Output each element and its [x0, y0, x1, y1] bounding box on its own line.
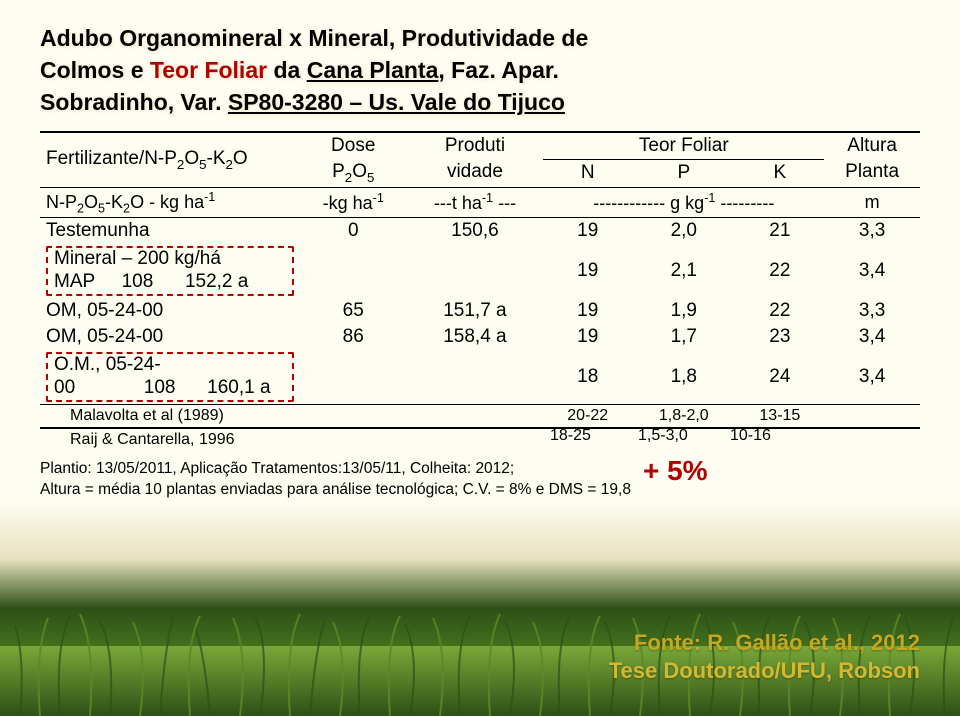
footnote-line2: Altura = média 10 plantas enviadas para …: [40, 481, 631, 498]
col-N: N: [543, 159, 632, 187]
cell: 158,4 a: [406, 324, 543, 350]
cell: 2,1: [632, 244, 736, 298]
cell: 1,5-3,0: [638, 427, 688, 445]
cell: 3,4: [824, 350, 920, 404]
dashed-highlight: O.M., 05-24-00 108 160,1 a: [46, 352, 294, 402]
cell: 19: [543, 324, 632, 350]
title-line3-prefix: Sobradinho, Var.: [40, 89, 228, 115]
col-fertilizante: Fertilizante/N-P2O5-K2O: [40, 132, 300, 188]
title-teor-foliar: Teor Foliar: [150, 57, 267, 83]
col-K: K: [736, 159, 825, 187]
source-line1: Fonte: R. Gallão et al., 2012: [634, 630, 920, 655]
footnote-line1: Plantio: 13/05/2011, Aplicação Tratament…: [40, 460, 514, 477]
cell: 1,9: [632, 298, 736, 324]
source-citation: Fonte: R. Gallão et al., 2012 Tese Douto…: [609, 629, 920, 686]
unit-gkg: ------------ g kg-1 ---------: [543, 187, 824, 218]
col-dose: Dose: [300, 132, 406, 160]
cell: 86: [300, 324, 406, 350]
cell: 13-15: [736, 404, 825, 428]
cell: OM, 05-24-00: [40, 324, 300, 350]
cell: 150,6: [406, 218, 543, 245]
cell: 22: [736, 244, 825, 298]
cell: 19: [543, 244, 632, 298]
col-produti: Produti: [406, 132, 543, 160]
col-planta: Planta: [824, 159, 920, 187]
cell: 151,7 a: [406, 298, 543, 324]
title-line2-mid: da: [267, 57, 307, 83]
footnote: Plantio: 13/05/2011, Aplicação Tratament…: [40, 459, 631, 501]
cell: 19: [543, 218, 632, 245]
plus-five-percent: + 5%: [643, 455, 708, 486]
col-p2o5: P2O5: [300, 159, 406, 187]
title-line2-prefix: Colmos e: [40, 57, 150, 83]
unit-npk: N-P2O5-K2O - kg ha-1: [40, 187, 300, 218]
title-line2-suffix: , Faz. Apar.: [438, 57, 559, 83]
cell: 3,3: [824, 298, 920, 324]
table-row: O.M., 05-24-00 108 160,1 a 18 1,8 24 3,4: [40, 350, 920, 404]
source-line2: Tese Doutorado/UFU, Robson: [609, 658, 920, 683]
cell: 1,8-2,0: [632, 404, 736, 428]
unit-m: m: [824, 187, 920, 218]
cell: 20-22: [543, 404, 632, 428]
cell: 18-25: [550, 427, 591, 445]
cell: 2,0: [632, 218, 736, 245]
ref-row: Raij & Cantarella, 1996: [40, 428, 920, 451]
cell: Testemunha: [40, 218, 300, 245]
table-row: OM, 05-24-00 65 151,7 a 19 1,9 22 3,3: [40, 298, 920, 324]
unit-tha: ---t ha-1 ---: [406, 187, 543, 218]
table-row: Mineral – 200 kg/há MAP 108 152,2 a 19 2…: [40, 244, 920, 298]
cell: Malavolta et al (1989): [40, 404, 300, 428]
cell: 3,3: [824, 218, 920, 245]
cell: O.M., 05-24-00 108 160,1 a: [40, 350, 300, 404]
cell: 23: [736, 324, 825, 350]
slide-title: Adubo Organomineral x Mineral, Produtivi…: [40, 22, 920, 119]
cell: 24: [736, 350, 825, 404]
col-P: P: [632, 159, 736, 187]
cell: 65: [300, 298, 406, 324]
col-altura: Altura: [824, 132, 920, 160]
cell: 1,7: [632, 324, 736, 350]
cell: 10-16: [730, 427, 771, 445]
cell: 0: [300, 218, 406, 245]
cell: Mineral – 200 kg/há MAP 108 152,2 a: [40, 244, 300, 298]
col-teor-foliar: Teor Foliar: [543, 132, 824, 160]
cell: 3,4: [824, 244, 920, 298]
cell: 3,4: [824, 324, 920, 350]
cell: 18: [543, 350, 632, 404]
title-line1: Adubo Organomineral x Mineral, Produtivi…: [40, 25, 588, 51]
cell: 19: [543, 298, 632, 324]
col-vidade: vidade: [406, 159, 543, 187]
cell: 22: [736, 298, 825, 324]
data-table: Fertilizante/N-P2O5-K2O Dose Produti Teo…: [40, 131, 920, 451]
cell: 21: [736, 218, 825, 245]
table-row: OM, 05-24-00 86 158,4 a 19 1,7 23 3,4: [40, 324, 920, 350]
ref-row: Malavolta et al (1989) 20-22 1,8-2,0 13-…: [40, 404, 920, 428]
cell: Raij & Cantarella, 1996: [70, 431, 330, 449]
title-var-line: SP80-3280 – Us. Vale do Tijuco: [228, 89, 565, 115]
dashed-highlight: Mineral – 200 kg/há MAP 108 152,2 a: [46, 246, 294, 296]
unit-kgha: -kg ha-1: [300, 187, 406, 218]
cell: 1,8: [632, 350, 736, 404]
table-row: Testemunha 0 150,6 19 2,0 21 3,3: [40, 218, 920, 245]
cell: OM, 05-24-00: [40, 298, 300, 324]
title-cana-planta: Cana Planta: [307, 57, 439, 83]
